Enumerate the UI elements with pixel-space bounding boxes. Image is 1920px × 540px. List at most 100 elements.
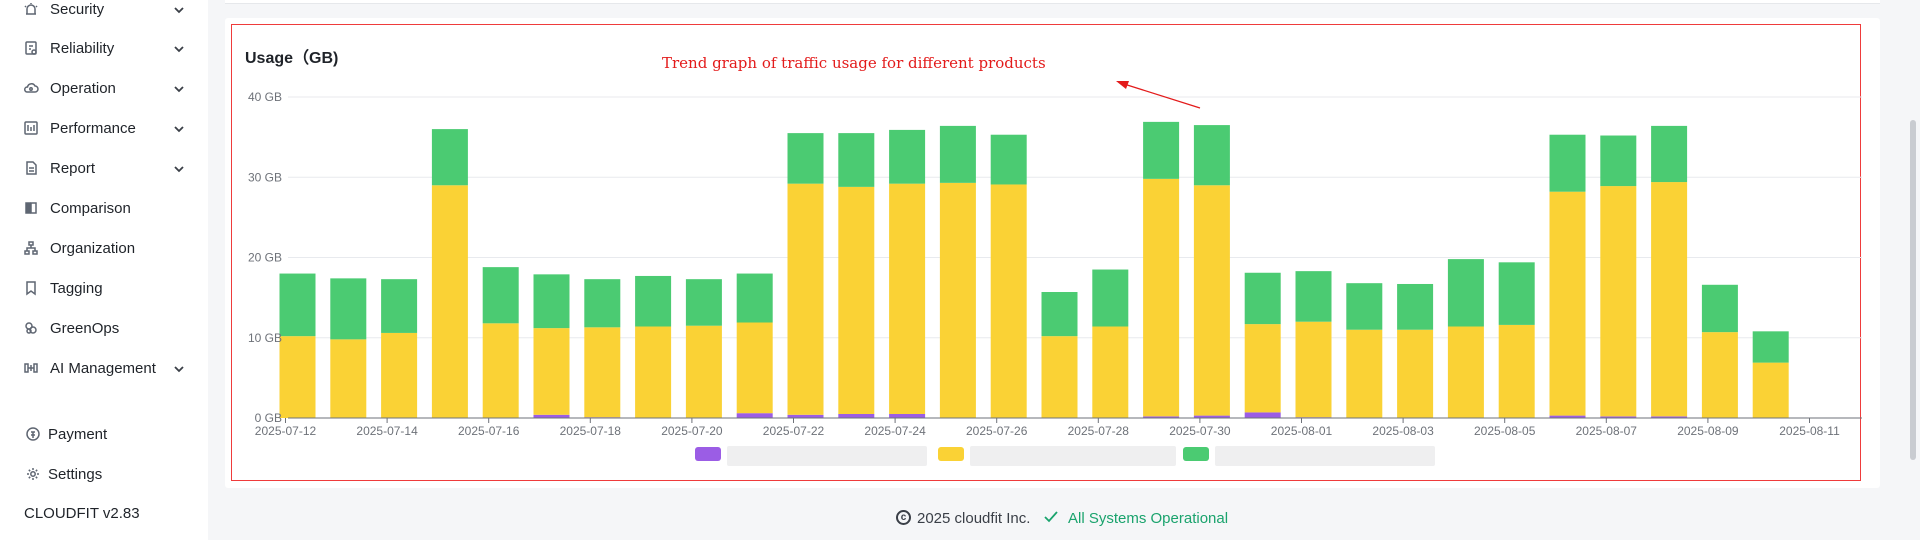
bar-segment[interactable]: 2025-08-09: 5.9 GB [1701,284,1738,333]
bar-segment[interactable]: 2025-07-31: 0.7 GB [1244,412,1281,418]
bar-segment[interactable]: 2025-07-29: 0.2 GB [1143,416,1180,418]
bar-segment[interactable]: 2025-07-18: 6 GB [584,279,621,328]
bar-segment[interactable]: 2025-07-29: 29.6 GB [1143,178,1180,417]
bar-segment[interactable]: 2025-08-03: 5.7 GB [1397,283,1434,330]
bar-segment[interactable]: 2025-07-22: 0.4 GB [787,414,824,418]
bar-segment[interactable]: 2025-07-16: 7 GB [482,267,519,324]
bar-segment[interactable]: 2025-08-04: 8.4 GB [1447,259,1484,327]
bar-segment[interactable]: 2025-08-10: 3.9 GB [1752,331,1789,363]
bar-segment[interactable]: 2025-07-21: 11.3 GB [736,322,773,414]
bar-segment[interactable]: 2025-07-22: 6.3 GB [787,133,824,184]
sidebar-item-ai-management[interactable]: AI Management [0,351,208,385]
chart-title: Usage（GB) [245,50,339,67]
bar-segment[interactable]: 2025-08-04: 11.4 GB [1447,326,1484,418]
bar-segment[interactable]: 2025-08-02: 5.8 GB [1346,283,1383,330]
x-tick-label: 2025-07-24 [864,424,926,438]
bar-segment[interactable]: 2025-08-01: 11.9 GB [1295,321,1332,418]
bar-segment[interactable]: 2025-08-02: 11 GB [1346,329,1383,418]
sidebar-item-organization[interactable]: Organization [0,231,208,265]
sidebar-item-reliability[interactable]: Reliability [0,31,208,65]
sidebar-item-payment[interactable]: Payment [0,417,208,451]
bar-segment[interactable]: 2025-07-24: 6.7 GB [889,129,926,184]
bar-segment[interactable]: 2025-07-15: 29 GB [431,185,468,418]
bar-segment[interactable]: 2025-07-13: 7.6 GB [330,278,367,340]
bar-segment[interactable]: 2025-07-28: 7.1 GB [1092,269,1129,327]
bar-segment[interactable]: 2025-08-01: 6.3 GB [1295,271,1332,322]
bar-segment[interactable]: 2025-07-19: 11.4 GB [635,326,672,418]
bar-segment[interactable]: 2025-08-08: 29.2 GB [1651,182,1688,417]
sidebar-item-security[interactable]: Security [0,0,208,26]
bar-segment[interactable]: 2025-07-26: 29.1 GB [990,184,1027,418]
bar-segment[interactable]: 2025-07-25: 7.1 GB [939,125,976,183]
bar-segment[interactable]: 2025-07-23: 0.5 GB [838,413,875,418]
x-tick-label: 2025-07-26 [966,424,1028,438]
bar-segment[interactable]: 2025-07-17: 0.4 GB [533,414,570,418]
sidebar-item-comparison[interactable]: Comparison [0,191,208,225]
bar-segment[interactable]: 2025-08-10: 6.9 GB [1752,362,1789,418]
bar-segment[interactable]: 2025-07-21: 6.1 GB [736,273,773,323]
bar-segment[interactable]: 2025-07-20: 11.5 GB [685,325,722,418]
bar-segment[interactable]: 2025-07-31: 6.4 GB [1244,272,1281,325]
bar-segment[interactable]: 2025-08-05: 7.8 GB [1498,262,1535,325]
bar-segment[interactable]: 2025-08-08: 7 GB [1651,125,1688,183]
bar-segment[interactable]: 2025-07-20: 5.8 GB [685,279,722,326]
bar-segment[interactable]: 2025-08-08: 0.2 GB [1651,416,1688,418]
sidebar-item-performance[interactable]: Performance [0,111,208,145]
bar-segment[interactable]: 2025-08-07: 6.3 GB [1600,135,1637,187]
chevron-down-icon [173,122,185,134]
bar-segment[interactable]: 2025-07-30: 7.5 GB [1193,125,1230,186]
bar-segment[interactable]: 2025-07-14: 6.7 GB [381,279,418,333]
bar-segment[interactable]: 2025-07-18: 11.2 GB [584,327,621,418]
bar-segment[interactable]: 2025-07-17: 6.7 GB [533,274,570,329]
bar-segment[interactable]: 2025-07-23: 6.7 GB [838,133,875,187]
bar-segment[interactable]: 2025-08-06: 0.3 GB [1549,415,1586,418]
bar-segment[interactable]: 2025-07-30: 28.7 GB [1193,185,1230,416]
legend-swatch-green[interactable] [1183,447,1209,461]
sidebar-item-label: Settings [48,465,103,483]
bar-segment[interactable]: 2025-07-31: 11 GB [1244,324,1281,413]
bar-segment[interactable]: 2025-07-29: 7.1 GB [1143,121,1180,179]
bar-segment[interactable]: 2025-07-13: 9.8 GB [330,339,367,418]
sidebar-item-greenops[interactable]: GreenOps [0,311,208,345]
bar-segment[interactable]: 2025-07-15: 7 GB [431,129,468,186]
x-tick-label: 2025-08-11 [1779,424,1840,438]
system-status-link[interactable]: All Systems Operational [1068,510,1229,527]
bar-segment[interactable]: 2025-07-30: 0.3 GB [1193,415,1230,418]
y-tick-label: 0 GB [255,411,282,425]
legend-swatch-yellow[interactable] [938,447,964,461]
bar-segment[interactable]: 2025-08-05: 11.6 GB [1498,324,1535,418]
bar-segment[interactable]: 2025-07-12: 7.8 GB [279,273,316,337]
y-tick-label: 20 GB [248,251,282,265]
sidebar-item-report[interactable]: Report [0,151,208,185]
bar-segment[interactable]: 2025-08-03: 11 GB [1397,329,1434,418]
bar-segment[interactable]: 2025-07-19: 6.3 GB [635,275,672,327]
annotation-arrow-head [1116,81,1129,89]
page-scrollbar[interactable] [1910,120,1916,460]
chevron-down-icon [173,3,185,15]
bar-segment[interactable]: 2025-07-27: 5.5 GB [1041,292,1078,337]
bar-segment[interactable]: 2025-08-09: 10.7 GB [1701,332,1738,418]
bar-segment[interactable]: 2025-07-28: 11.4 GB [1092,326,1129,418]
bar-segment[interactable]: 2025-07-25: 29.3 GB [939,182,976,418]
payment-icon [23,424,43,444]
bar-segment[interactable]: 2025-07-12: 10.2 GB [279,336,316,418]
bar-segment[interactable]: 2025-07-17: 10.8 GB [533,328,570,415]
bar-segment[interactable]: 2025-08-06: 27.9 GB [1549,191,1586,416]
sidebar-item-operation[interactable]: Operation [0,71,208,105]
sidebar-item-tagging[interactable]: Tagging [0,271,208,305]
bar-segment[interactable]: 2025-07-24: 28.7 GB [889,183,926,414]
bar-segment[interactable]: 2025-07-24: 0.5 GB [889,413,926,418]
bar-segment[interactable]: 2025-08-07: 0.2 GB [1600,416,1637,418]
bar-segment[interactable]: 2025-07-21: 0.6 GB [736,413,773,418]
bar-segment[interactable]: 2025-07-26: 6.2 GB [990,134,1027,185]
bar-segment[interactable]: 2025-07-16: 11.8 GB [482,323,519,418]
bar-segment[interactable]: 2025-07-27: 10.2 GB [1041,336,1078,418]
bar-segment[interactable]: 2025-08-06: 7.1 GB [1549,134,1586,192]
bar-segment[interactable]: 2025-08-07: 28.7 GB [1600,186,1637,417]
bar-segment[interactable]: 2025-07-22: 28.8 GB [787,183,824,415]
bar-segment[interactable]: 2025-07-23: 28.3 GB [838,186,875,414]
bar-segment[interactable]: 2025-07-14: 10.6 GB [381,332,418,418]
legend-swatch-purple[interactable] [695,447,721,461]
sidebar-item-settings[interactable]: Settings [0,457,208,491]
organization-icon [21,238,41,258]
